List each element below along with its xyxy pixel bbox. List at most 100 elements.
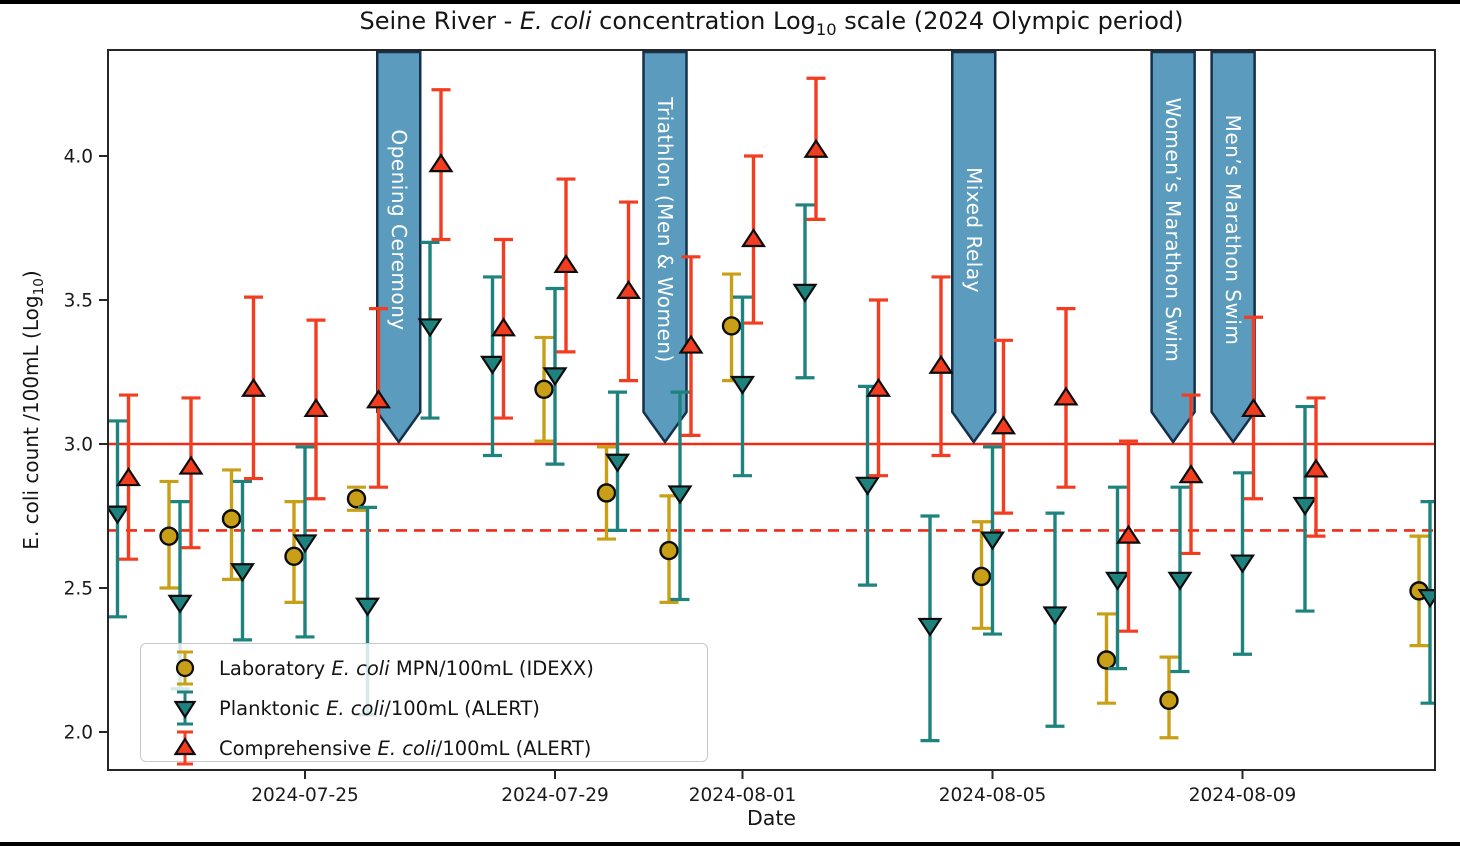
data-marker-circle bbox=[1159, 690, 1179, 711]
legend-text: Comprehensive bbox=[219, 736, 378, 760]
data-marker-triangle-down bbox=[167, 594, 193, 614]
data-marker-triangle-down bbox=[1104, 571, 1131, 591]
data-marker-triangle-up bbox=[678, 334, 704, 354]
data-marker-triangle-down bbox=[1417, 589, 1435, 609]
axes-spines bbox=[107, 49, 1436, 771]
legend-label: Planktonic E. coli/100mL (ALERT) bbox=[219, 697, 540, 720]
legend-text: Planktonic bbox=[219, 696, 327, 720]
data-marker-circle bbox=[346, 489, 367, 509]
series-laboratory bbox=[159, 272, 1429, 740]
event-annotation: Triathlon (Men & Women) bbox=[642, 50, 688, 445]
x-tick-label: 2024-08-01 bbox=[689, 785, 797, 806]
data-marker-triangle-down bbox=[854, 476, 881, 496]
data-marker-circle bbox=[971, 566, 992, 587]
legend: Laboratory E. coli MPN/100mL (IDEXX) Pla… bbox=[140, 643, 708, 766]
y-tick-label: 3.0 bbox=[64, 434, 93, 455]
data-marker-triangle-down bbox=[542, 367, 568, 387]
ylabel-middle: count /100mL (Log bbox=[19, 295, 43, 490]
event-arrow-label: Triathlon (Men & Women) bbox=[653, 96, 677, 363]
screenshot-border-bottom bbox=[0, 842, 1460, 846]
legend-item-laboratory: Laboratory E. coli MPN/100mL (IDEXX) bbox=[167, 648, 697, 688]
ylabel-ecoli: E. coli bbox=[19, 489, 43, 550]
legend-text: MPN/100mL (IDEXX) bbox=[389, 656, 594, 680]
data-marker-triangle-down bbox=[792, 283, 818, 303]
legend-text: Laboratory bbox=[219, 656, 332, 680]
data-marker-triangle-down bbox=[1229, 554, 1256, 574]
data-marker-triangle-down bbox=[354, 597, 381, 617]
data-marker-triangle-down bbox=[292, 534, 318, 554]
y-axis-label: E. coli count /100mL (Log10) bbox=[19, 270, 47, 549]
legend-item-planktonic: Planktonic E. coli/100mL (ALERT) bbox=[167, 688, 697, 728]
data-marker-triangle-up bbox=[240, 377, 267, 397]
event-annotation: Men’s Marathon Swim bbox=[1210, 50, 1256, 445]
errorbar-triangle-up-icon bbox=[173, 730, 197, 766]
data-marker-circle bbox=[596, 483, 617, 503]
data-marker-triangle-up bbox=[740, 228, 767, 248]
event-annotation: Women’s Marathon Swim bbox=[1150, 50, 1196, 445]
data-marker-triangle-down bbox=[108, 505, 131, 525]
data-marker-triangle-up bbox=[490, 317, 517, 337]
data-marker-triangle-down bbox=[604, 453, 631, 473]
data-marker-triangle-up bbox=[365, 389, 392, 409]
data-marker-circle bbox=[159, 526, 179, 546]
data-marker-triangle-up bbox=[428, 153, 454, 173]
y-tick-label: 2.0 bbox=[64, 722, 93, 743]
data-marker-triangle-up bbox=[1240, 397, 1267, 418]
data-marker-circle bbox=[284, 546, 304, 567]
errorbar-triangle-down-icon bbox=[173, 690, 197, 726]
title-prefix: Seine River - bbox=[359, 7, 520, 35]
legend-label: Laboratory E. coli MPN/100mL (IDEXX) bbox=[219, 657, 594, 680]
data-marker-circle bbox=[721, 316, 742, 336]
y-tick-label: 4.0 bbox=[64, 146, 93, 167]
data-marker-triangle-up bbox=[865, 377, 892, 397]
data-marker-triangle-down bbox=[479, 355, 506, 375]
data-marker-triangle-up bbox=[115, 467, 142, 487]
ylabel-subscript: 10 bbox=[31, 278, 47, 296]
data-marker-circle bbox=[659, 540, 679, 561]
data-marker-triangle-up bbox=[803, 138, 829, 158]
data-marker-circle bbox=[1096, 650, 1117, 670]
event-annotation: Mixed Relay bbox=[951, 50, 997, 445]
event-arrow-label: Women’s Marathon Swim bbox=[1161, 98, 1185, 363]
legend-text-italic: E. coli bbox=[377, 736, 436, 760]
data-marker-triangle-down bbox=[1167, 571, 1193, 591]
data-marker-triangle-down bbox=[667, 485, 693, 505]
event-arrow bbox=[951, 50, 997, 445]
errorbar-circle-icon bbox=[175, 650, 195, 686]
data-marker-circle bbox=[221, 509, 242, 529]
title-middle: concentration Log bbox=[591, 7, 816, 35]
data-marker-triangle-up bbox=[303, 397, 329, 418]
data-marker-triangle-up bbox=[553, 253, 579, 274]
data-marker-triangle-down bbox=[729, 375, 756, 396]
data-marker-triangle-up bbox=[615, 279, 642, 299]
event-arrow bbox=[1150, 50, 1196, 445]
legend-text: /100mL (ALERT) bbox=[384, 696, 540, 720]
data-marker-triangle-down bbox=[1042, 606, 1068, 626]
x-tick-label: 2024-08-05 bbox=[939, 785, 1047, 806]
event-arrow-label: Opening Ceremony bbox=[387, 129, 411, 330]
ylabel-suffix: ) bbox=[19, 270, 43, 279]
data-marker-triangle-down bbox=[979, 531, 1006, 551]
x-tick-label: 2024-07-29 bbox=[501, 785, 609, 806]
y-tick-label: 3.5 bbox=[64, 290, 93, 311]
event-arrow-label: Men’s Marathon Swim bbox=[1221, 115, 1245, 346]
series-planktonic bbox=[108, 203, 1435, 743]
data-marker-triangle-up bbox=[1303, 458, 1329, 478]
data-marker-triangle-down bbox=[917, 617, 943, 637]
data-marker-triangle-up bbox=[1115, 524, 1142, 544]
event-arrow bbox=[642, 50, 688, 445]
data-marker-triangle-up bbox=[178, 455, 204, 475]
title-ecoli: E. coli bbox=[519, 7, 592, 35]
data-marker-triangle-up bbox=[928, 354, 954, 374]
data-marker-triangle-up bbox=[1178, 464, 1204, 484]
data-marker-triangle-down bbox=[1292, 496, 1318, 516]
data-marker-triangle-up bbox=[1053, 386, 1079, 406]
title-subscript: 10 bbox=[815, 19, 837, 39]
screenshot-border-top bbox=[0, 0, 1460, 4]
data-marker-triangle-down bbox=[417, 318, 443, 338]
chart-title: Seine River - E. coli concentration Log1… bbox=[108, 7, 1435, 39]
x-tick-label: 2024-08-09 bbox=[1189, 785, 1297, 806]
plot-area: Opening Ceremony Triathlon (Men & Women) M… bbox=[108, 50, 1435, 743]
